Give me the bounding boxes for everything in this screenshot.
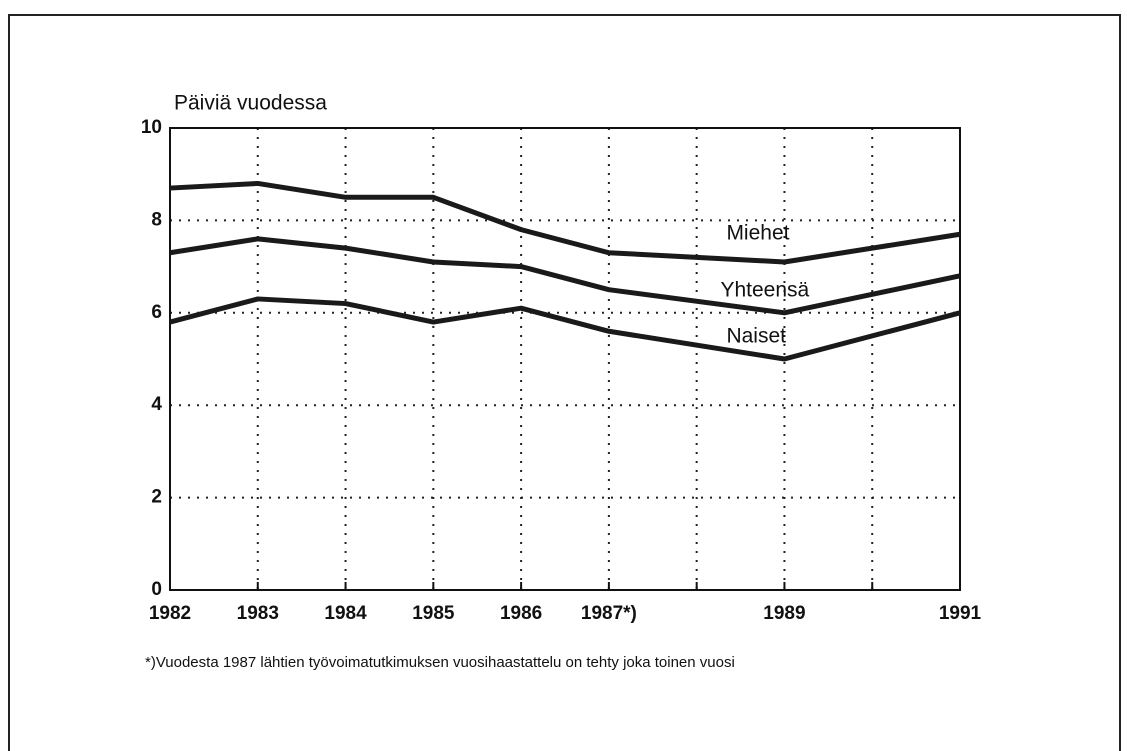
y-tick-label: 8 — [151, 209, 162, 230]
footnote: *)Vuodesta 1987 lähtien työvoimatutkimuk… — [145, 654, 735, 671]
page-frame — [8, 14, 1121, 751]
x-tick-label: 1984 — [324, 603, 367, 624]
x-tick-label: 1982 — [149, 603, 191, 624]
line-series — [169, 296, 961, 362]
series-label: Yhteensä — [720, 278, 809, 301]
line-series — [169, 180, 961, 265]
plot-frame — [169, 127, 961, 591]
line-series — [169, 236, 961, 316]
y-axis-label: Päiviä vuodessa — [174, 92, 327, 115]
x-tick-label: 1985 — [412, 603, 455, 624]
y-tick-label: 10 — [141, 117, 162, 138]
y-tick-label: 6 — [151, 302, 162, 323]
y-tick-label: 4 — [151, 394, 162, 415]
x-tick-label: 1986 — [500, 603, 542, 624]
x-tick-label: 1987*) — [581, 603, 637, 624]
x-tick-label: 1989 — [763, 603, 805, 624]
series-label: Miehet — [726, 222, 789, 245]
y-tick-label: 0 — [151, 579, 162, 600]
x-tick-label: 1983 — [237, 603, 279, 624]
y-tick-label: 2 — [151, 487, 162, 508]
series-label: Naiset — [726, 325, 786, 348]
x-tick-label: 1991 — [939, 603, 982, 624]
